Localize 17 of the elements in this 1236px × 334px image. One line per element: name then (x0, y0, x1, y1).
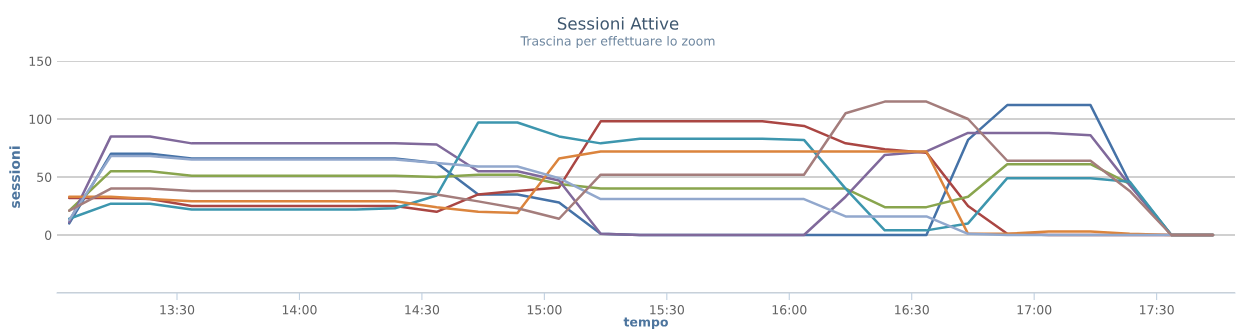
chart-title: Sessioni Attive (557, 16, 679, 30)
x-tick-label: 13:30 (160, 305, 195, 315)
x-axis-title: tempo (623, 317, 668, 329)
x-tick-label: 16:00 (772, 305, 807, 315)
y-tick-label: 100 (29, 114, 52, 124)
x-tick-label: 16:30 (895, 305, 929, 315)
y-tick-label: 50 (37, 172, 52, 182)
x-tick-label: 14:00 (282, 305, 317, 315)
y-axis-title: sessioni (9, 146, 21, 208)
y-tick-label: 150 (29, 56, 52, 66)
x-tick-label: 15:30 (650, 305, 684, 315)
x-tick-label: 17:00 (1017, 305, 1052, 315)
x-tick-label: 17:30 (1139, 305, 1174, 315)
x-tick-label: 15:00 (527, 305, 562, 315)
chart-subtitle: Trascina per effettuare lo zoom (520, 35, 715, 49)
x-tick-label: 14:30 (405, 305, 440, 315)
y-tick-label: 0 (45, 230, 52, 240)
